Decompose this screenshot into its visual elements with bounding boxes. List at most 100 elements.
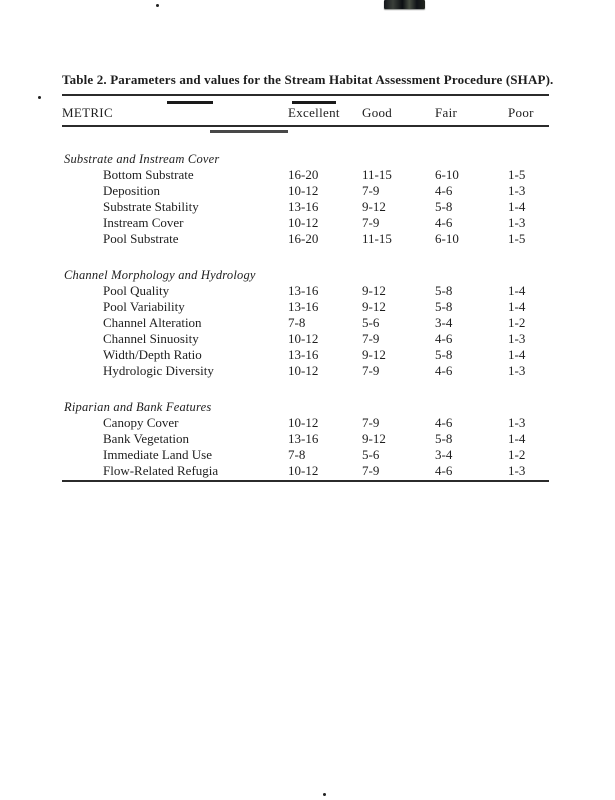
- metric-name: Immediate Land Use: [103, 447, 213, 462]
- score-range-excellent: 16-20: [288, 231, 319, 246]
- score-range-excellent: 7-8: [288, 447, 306, 462]
- score-range-fair: 3-4: [435, 315, 453, 330]
- score-range-poor: 1-3: [508, 215, 526, 230]
- score-range-good: 9-12: [362, 199, 386, 214]
- score-range-good: 11-15: [362, 167, 392, 182]
- table-row: Flow-Related Refugia 10-12 7-9 4-6 1-3: [62, 463, 549, 479]
- metric-name: Canopy Cover: [103, 415, 179, 430]
- column-header-poor: Poor: [508, 105, 534, 120]
- table-row: Canopy Cover 10-12 7-9 4-6 1-3: [62, 415, 549, 431]
- table-row: Pool Variability 13-16 9-12 5-8 1-4: [62, 299, 549, 315]
- table-row: Channel Sinuosity 10-12 7-9 4-6 1-3: [62, 331, 549, 347]
- score-range-good: 9-12: [362, 299, 386, 314]
- table-section: Channel Morphology and Hydrology Pool Qua…: [62, 267, 549, 379]
- metric-name: Pool Substrate: [103, 231, 179, 246]
- divider-top: [62, 94, 549, 96]
- metric-name: Width/Depth Ratio: [103, 347, 202, 362]
- score-range-poor: 1-4: [508, 199, 526, 214]
- score-range-fair: 4-6: [435, 215, 453, 230]
- metric-name: Pool Quality: [103, 283, 170, 298]
- scan-dash-artifact: [292, 101, 336, 104]
- score-range-poor: 1-3: [508, 363, 526, 378]
- table-section-header: Channel Morphology and Hydrology: [64, 268, 256, 282]
- column-header-excellent: Excellent: [288, 105, 340, 120]
- score-range-fair: 5-8: [435, 199, 453, 214]
- column-header-fair: Fair: [435, 105, 458, 120]
- score-range-excellent: 7-8: [288, 315, 306, 330]
- divider-header: [62, 125, 549, 127]
- score-range-fair: 6-10: [435, 167, 459, 182]
- scan-dash-artifact: [210, 130, 288, 133]
- score-range-excellent: 10-12: [288, 215, 319, 230]
- score-range-poor: 1-2: [508, 447, 526, 462]
- score-range-poor: 1-3: [508, 183, 526, 198]
- score-range-poor: 1-5: [508, 167, 526, 182]
- score-range-fair: 5-8: [435, 283, 453, 298]
- score-range-fair: 3-4: [435, 447, 453, 462]
- score-range-excellent: 13-16: [288, 199, 319, 214]
- table-row: Immediate Land Use 7-8 5-6 3-4 1-2: [62, 447, 549, 463]
- table-caption: Table 2. Parameters and values for the S…: [62, 72, 554, 87]
- score-range-fair: 4-6: [435, 183, 453, 198]
- column-header-metric: METRIC: [62, 105, 113, 120]
- column-header-good: Good: [362, 105, 393, 120]
- divider-bottom: [62, 480, 549, 482]
- table-section: Substrate and Instream Cover Bottom Subst…: [62, 151, 549, 247]
- score-range-fair: 4-6: [435, 363, 453, 378]
- score-range-good: 9-12: [362, 283, 386, 298]
- score-range-excellent: 10-12: [288, 363, 319, 378]
- score-range-excellent: 10-12: [288, 331, 319, 346]
- table-area: Table 2. Parameters and values for the S…: [62, 72, 554, 482]
- table-row: Pool Substrate 16-20 11-15 6-10 1-5: [62, 231, 549, 247]
- table-row: Width/Depth Ratio 13-16 9-12 5-8 1-4: [62, 347, 549, 363]
- metric-name: Channel Sinuosity: [103, 331, 199, 346]
- score-range-excellent: 10-12: [288, 463, 319, 478]
- metric-name: Instream Cover: [103, 215, 184, 230]
- score-range-good: 7-9: [362, 331, 380, 346]
- metric-name: Substrate Stability: [103, 199, 199, 214]
- score-range-fair: 5-8: [435, 431, 453, 446]
- score-range-good: 7-9: [362, 183, 380, 198]
- table-row: Channel Alteration 7-8 5-6 3-4 1-2: [62, 315, 549, 331]
- score-range-good: 7-9: [362, 463, 380, 478]
- score-range-good: 7-9: [362, 415, 380, 430]
- metric-name: Bottom Substrate: [103, 167, 194, 182]
- table-row: Substrate Stability 13-16 9-12 5-8 1-4: [62, 199, 549, 215]
- table-row: Deposition 10-12 7-9 4-6 1-3: [62, 183, 549, 199]
- score-range-poor: 1-5: [508, 231, 526, 246]
- score-range-good: 7-9: [362, 363, 380, 378]
- score-range-good: 5-6: [362, 447, 380, 462]
- table-section-header: Riparian and Bank Features: [64, 400, 212, 414]
- table-section-header: Substrate and Instream Cover: [64, 152, 220, 166]
- table-row: Bank Vegetation 13-16 9-12 5-8 1-4: [62, 431, 549, 447]
- scan-speck: [38, 96, 41, 99]
- score-range-good: 5-6: [362, 315, 380, 330]
- table-row: Bottom Substrate 16-20 11-15 6-10 1-5: [62, 167, 549, 183]
- score-range-fair: 4-6: [435, 331, 453, 346]
- score-range-fair: 4-6: [435, 463, 453, 478]
- score-range-poor: 1-3: [508, 463, 526, 478]
- metric-name: Channel Alteration: [103, 315, 202, 330]
- score-range-excellent: 13-16: [288, 347, 319, 362]
- score-range-fair: 6-10: [435, 231, 459, 246]
- score-range-excellent: 10-12: [288, 415, 319, 430]
- score-range-good: 7-9: [362, 215, 380, 230]
- score-range-excellent: 13-16: [288, 431, 319, 446]
- score-range-poor: 1-3: [508, 331, 526, 346]
- score-range-poor: 1-4: [508, 431, 526, 446]
- metric-name: Flow-Related Refugia: [103, 463, 219, 478]
- score-range-fair: 5-8: [435, 299, 453, 314]
- table-row: Pool Quality 13-16 9-12 5-8 1-4: [62, 283, 549, 299]
- score-range-excellent: 13-16: [288, 283, 319, 298]
- score-range-good: 11-15: [362, 231, 392, 246]
- scan-dash-artifact: [167, 101, 213, 104]
- score-range-fair: 5-8: [435, 347, 453, 362]
- table-row: Instream Cover 10-12 7-9 4-6 1-3: [62, 215, 549, 231]
- metric-name: Deposition: [103, 183, 161, 198]
- scan-speck: [156, 4, 159, 7]
- metric-name: Pool Variability: [103, 299, 185, 314]
- score-range-poor: 1-4: [508, 347, 526, 362]
- score-range-good: 9-12: [362, 347, 386, 362]
- score-range-poor: 1-3: [508, 415, 526, 430]
- scan-speck: [323, 793, 326, 796]
